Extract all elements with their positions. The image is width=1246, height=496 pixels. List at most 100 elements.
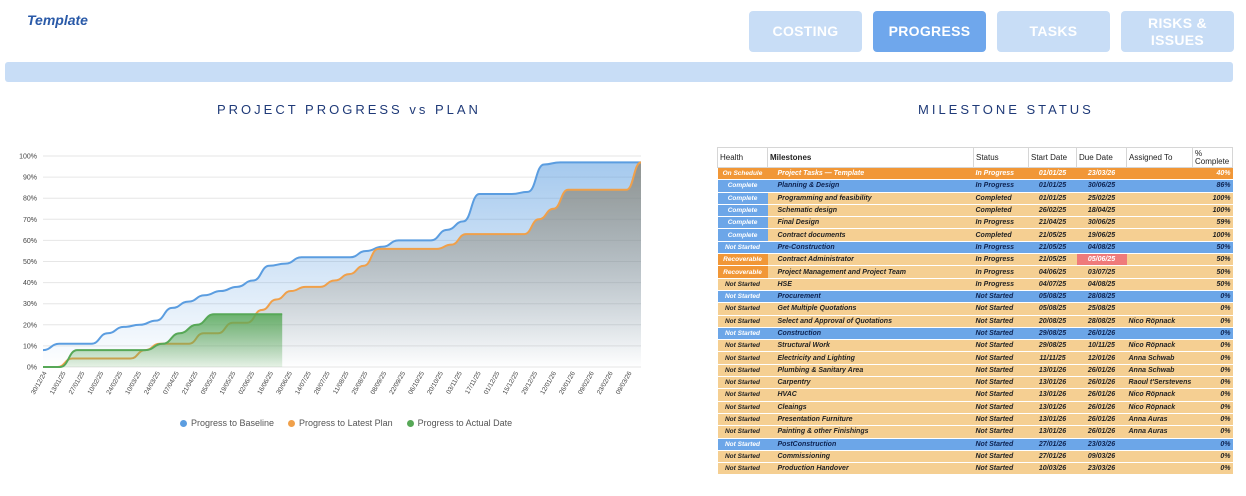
status-cell: Not Started bbox=[973, 290, 1029, 304]
health-cell: Not Started bbox=[717, 425, 768, 439]
table-row[interactable]: Recoverable Project Management and Projec… bbox=[717, 265, 1233, 279]
milestone-cell: HSE bbox=[767, 278, 974, 291]
table-row[interactable]: Not Started HVAC Not Started 13/01/26 26/01/… bbox=[717, 388, 1233, 402]
table-row[interactable]: Not Started Select and Approval of Quotat… bbox=[717, 315, 1233, 328]
x-tick-label: 07/04/25 bbox=[162, 370, 181, 396]
tab-tasks-label: TASKS bbox=[1029, 23, 1078, 39]
health-cell: Not Started bbox=[717, 388, 768, 402]
pct-complete-cell: 86% bbox=[1192, 179, 1233, 193]
start-date-cell: 29/08/25 bbox=[1028, 339, 1077, 353]
start-date-cell: 04/06/25 bbox=[1028, 265, 1077, 279]
assigned-to-cell bbox=[1126, 167, 1193, 181]
health-cell: Not Started bbox=[717, 339, 768, 353]
table-row[interactable]: Complete Programming and feasibility Compl… bbox=[717, 192, 1233, 205]
table-row[interactable]: Not Started HSE In Progress 04/07/25 04/08/2… bbox=[717, 278, 1233, 291]
table-row[interactable]: Not Started Presentation Furniture Not Sta… bbox=[717, 413, 1233, 427]
tab-progress[interactable]: PROGRESS bbox=[873, 11, 986, 52]
health-cell: Complete bbox=[717, 204, 768, 218]
pct-complete-cell: 0% bbox=[1192, 450, 1233, 464]
milestone-table: Health Milestones Status Start Date Due … bbox=[717, 147, 1233, 476]
x-tick-label: 29/12/25 bbox=[520, 370, 539, 396]
actual-series-area bbox=[43, 314, 283, 367]
health-cell: On Schedule bbox=[717, 167, 768, 181]
x-tick-label: 20/10/25 bbox=[426, 370, 445, 396]
table-row[interactable]: Complete Planning & Design In Progress 01/0… bbox=[717, 179, 1233, 193]
due-date-cell: 03/07/25 bbox=[1076, 265, 1127, 279]
header-banner bbox=[5, 62, 1233, 82]
table-row[interactable]: Not Started PostConstruction Not Started 27… bbox=[717, 438, 1233, 451]
assigned-to-cell: Anna Schwab bbox=[1126, 351, 1193, 365]
assigned-to-cell bbox=[1126, 302, 1193, 316]
table-row[interactable]: Complete Final Design In Progress 21/04/25 3… bbox=[717, 216, 1233, 230]
assigned-to-cell bbox=[1126, 462, 1193, 476]
y-tick-label: 70% bbox=[23, 217, 37, 224]
x-tick-label: 25/08/25 bbox=[351, 370, 370, 396]
due-date-cell: 23/03/26 bbox=[1076, 462, 1127, 476]
pct-complete-cell: 50% bbox=[1192, 241, 1233, 255]
y-tick-label: 90% bbox=[23, 175, 37, 182]
table-row[interactable]: Not Started Electricity and Lighting Not S… bbox=[717, 351, 1233, 365]
table-row[interactable]: Complete Schematic design Completed 26/02/2… bbox=[717, 204, 1233, 218]
baseline-series-line bbox=[42, 161, 641, 352]
due-date-cell: 30/06/25 bbox=[1076, 179, 1127, 193]
table-row[interactable]: Not Started Plumbing & Sanitary Area Not S… bbox=[717, 364, 1233, 378]
pct-complete-cell: 0% bbox=[1192, 302, 1233, 316]
health-cell: Not Started bbox=[717, 351, 768, 365]
table-row[interactable]: Not Started Get Multiple Quotations Not St… bbox=[717, 302, 1233, 316]
table-row[interactable]: Not Started Procurement Not Started 05/08/2… bbox=[717, 290, 1233, 304]
assigned-to-cell: Raoul t'Serstevens bbox=[1126, 376, 1193, 390]
milestone-table-header: Health Milestones Status Start Date Due … bbox=[717, 147, 1233, 168]
health-cell: Not Started bbox=[717, 302, 768, 316]
tab-costing[interactable]: COSTING bbox=[749, 11, 862, 52]
latest-plan-series-area bbox=[43, 162, 641, 367]
milestone-cell: Procurement bbox=[767, 290, 974, 304]
pct-complete-cell: 0% bbox=[1192, 376, 1233, 390]
assigned-to-cell: Nico Röpnack bbox=[1126, 315, 1193, 328]
table-row[interactable]: Recoverable Contract Administrator In Prog… bbox=[717, 253, 1233, 267]
table-row[interactable]: Not Started Construction Not Started 29/08/… bbox=[717, 327, 1233, 341]
pct-complete-cell: 50% bbox=[1192, 253, 1233, 267]
due-date-cell: 12/01/26 bbox=[1076, 351, 1127, 365]
start-date-cell: 27/01/26 bbox=[1028, 450, 1077, 464]
tab-progress-label: PROGRESS bbox=[888, 23, 971, 39]
table-row[interactable]: On Schedule Project Tasks — Template In Pr… bbox=[717, 167, 1233, 181]
health-cell: Not Started bbox=[717, 278, 768, 291]
pct-complete-cell: 100% bbox=[1192, 192, 1233, 205]
table-row[interactable]: Not Started Commissioning Not Started 27/01… bbox=[717, 450, 1233, 464]
due-date-cell: 23/03/26 bbox=[1076, 167, 1127, 181]
table-row[interactable]: Not Started Cleaings Not Started 13/01/26 26… bbox=[717, 401, 1233, 414]
tab-risks-issues[interactable]: RISKS & ISSUES bbox=[1121, 11, 1234, 52]
milestone-cell: Planning & Design bbox=[767, 179, 974, 193]
status-cell: Completed bbox=[973, 204, 1029, 218]
due-date-cell: 10/11/25 bbox=[1076, 339, 1127, 353]
assigned-to-cell bbox=[1126, 241, 1193, 255]
y-tick-label: 20% bbox=[23, 322, 37, 329]
tab-tasks[interactable]: TASKS bbox=[997, 11, 1110, 52]
table-row[interactable]: Not Started Production Handover Not Starte… bbox=[717, 462, 1233, 476]
table-row[interactable]: Not Started Painting & other Finishings No… bbox=[717, 425, 1233, 439]
health-cell: Complete bbox=[717, 228, 768, 242]
x-tick-label: 03/11/25 bbox=[445, 370, 464, 395]
status-cell: Not Started bbox=[973, 425, 1029, 439]
pct-complete-cell: 0% bbox=[1192, 327, 1233, 341]
x-tick-label: 24/02/25 bbox=[105, 370, 124, 396]
x-tick-label: 28/07/25 bbox=[313, 370, 332, 396]
table-row[interactable]: Not Started Structural Work Not Started 29/… bbox=[717, 339, 1233, 353]
legend-baseline: Progress to Baseline bbox=[180, 418, 274, 428]
x-tick-label: 27/01/25 bbox=[68, 370, 87, 396]
health-cell: Not Started bbox=[717, 413, 768, 427]
table-row[interactable]: Not Started Pre-Construction In Progress 21… bbox=[717, 241, 1233, 255]
table-row[interactable]: Not Started Carpentry Not Started 13/01/26 2… bbox=[717, 376, 1233, 390]
due-date-cell: 26/01/26 bbox=[1076, 401, 1127, 414]
pct-complete-cell: 0% bbox=[1192, 462, 1233, 476]
status-cell: Not Started bbox=[973, 351, 1029, 365]
due-date-cell: 19/06/25 bbox=[1076, 228, 1127, 242]
due-date-cell: 25/08/25 bbox=[1076, 302, 1127, 316]
x-tick-label: 11/08/25 bbox=[332, 370, 351, 395]
table-row[interactable]: Complete Contract documents Completed 21/05… bbox=[717, 228, 1233, 242]
due-date-cell: 28/08/25 bbox=[1076, 315, 1127, 328]
pct-complete-cell: 0% bbox=[1192, 351, 1233, 365]
legend-baseline-dot bbox=[180, 419, 187, 427]
x-tick-label: 30/12/24 bbox=[30, 370, 49, 396]
due-date-cell: 26/01/26 bbox=[1076, 425, 1127, 439]
